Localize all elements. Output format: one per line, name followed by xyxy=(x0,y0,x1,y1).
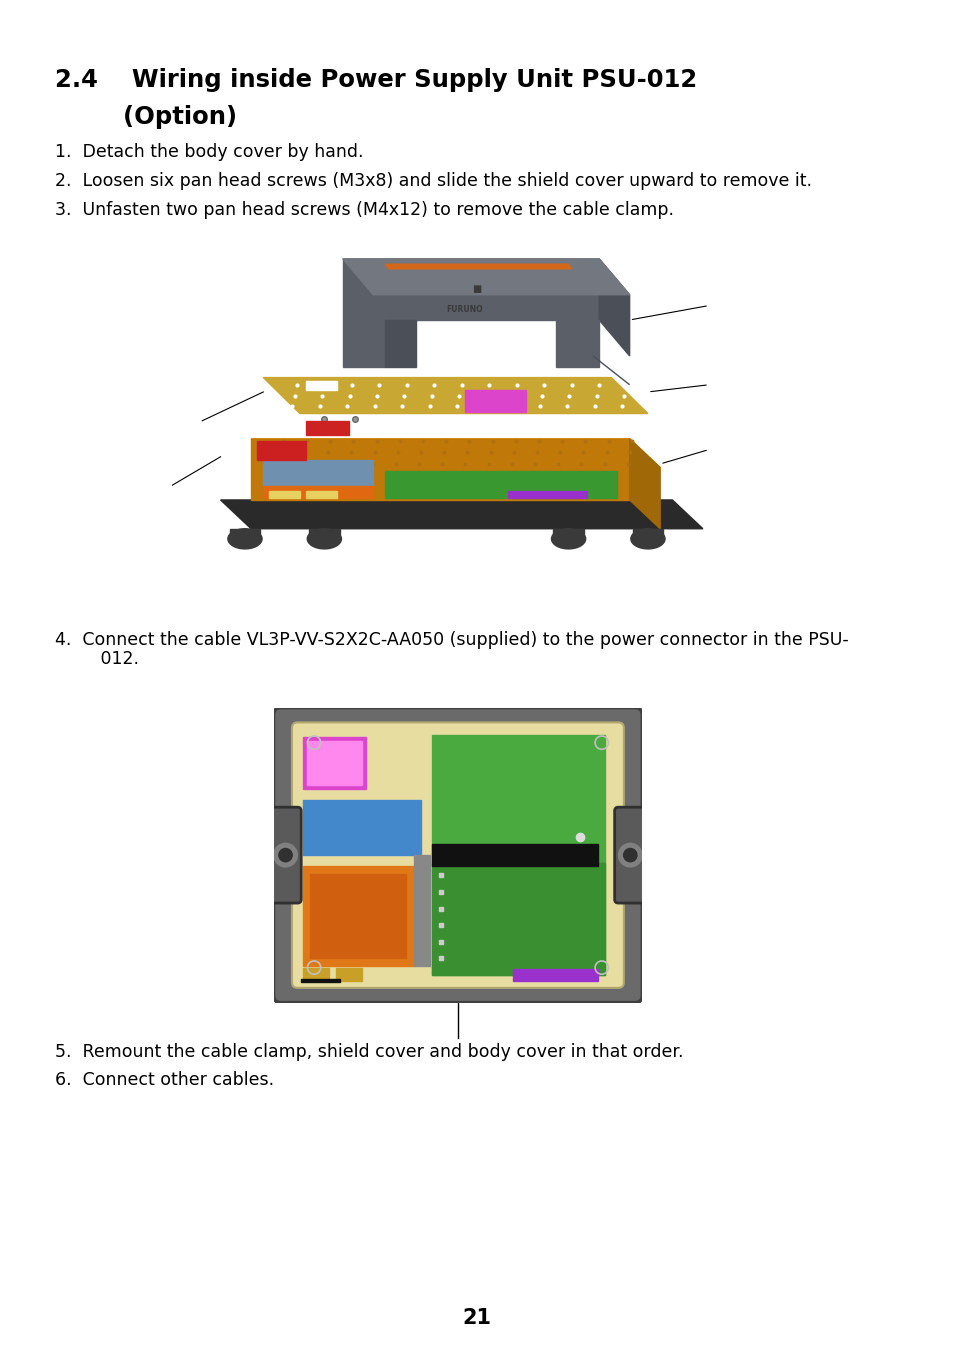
Polygon shape xyxy=(251,439,629,500)
Polygon shape xyxy=(464,390,525,412)
Circle shape xyxy=(551,529,585,549)
Text: 6.  Connect other cables.: 6. Connect other cables. xyxy=(55,1072,274,1089)
Text: (Option): (Option) xyxy=(55,105,237,128)
Polygon shape xyxy=(432,863,605,975)
Circle shape xyxy=(623,849,637,861)
Circle shape xyxy=(307,529,341,549)
Polygon shape xyxy=(303,737,365,788)
Polygon shape xyxy=(342,259,629,294)
Polygon shape xyxy=(385,265,571,269)
Polygon shape xyxy=(414,855,430,965)
Polygon shape xyxy=(306,381,336,390)
Polygon shape xyxy=(342,320,385,367)
Polygon shape xyxy=(432,844,598,867)
Polygon shape xyxy=(385,320,416,367)
Text: 21: 21 xyxy=(462,1308,491,1328)
Polygon shape xyxy=(269,491,299,498)
Text: ■: ■ xyxy=(472,285,481,294)
Text: 3.  Unfasten two pan head screws (M4x12) to remove the cable clamp.: 3. Unfasten two pan head screws (M4x12) … xyxy=(55,201,673,219)
Polygon shape xyxy=(385,471,617,498)
Circle shape xyxy=(278,849,292,861)
Polygon shape xyxy=(303,799,420,855)
Text: 5.  Remount the cable clamp, shield cover and body cover in that order.: 5. Remount the cable clamp, shield cover… xyxy=(55,1042,682,1061)
Polygon shape xyxy=(257,440,306,460)
Text: 2.  Loosen six pan head screws (M3x8) and slide the shield cover upward to remov: 2. Loosen six pan head screws (M3x8) and… xyxy=(55,171,811,190)
Polygon shape xyxy=(303,968,329,980)
Text: 4.  Connect the cable VL3P-VV-S2X2C-AA050 (supplied) to the power connector in t: 4. Connect the cable VL3P-VV-S2X2C-AA050… xyxy=(55,630,848,649)
Polygon shape xyxy=(598,259,629,356)
FancyBboxPatch shape xyxy=(614,807,645,903)
Polygon shape xyxy=(301,979,339,981)
Polygon shape xyxy=(593,356,629,385)
FancyBboxPatch shape xyxy=(274,707,641,1003)
Polygon shape xyxy=(306,491,336,498)
Circle shape xyxy=(274,844,297,867)
Text: FURUNO: FURUNO xyxy=(446,305,482,313)
Polygon shape xyxy=(556,320,598,367)
FancyBboxPatch shape xyxy=(270,807,301,903)
Polygon shape xyxy=(310,873,406,958)
Polygon shape xyxy=(553,529,583,535)
Polygon shape xyxy=(251,439,659,467)
Polygon shape xyxy=(632,529,662,535)
Polygon shape xyxy=(335,968,362,980)
Text: 2.4    Wiring inside Power Supply Unit PSU-012: 2.4 Wiring inside Power Supply Unit PSU-… xyxy=(55,68,697,92)
Text: 012.: 012. xyxy=(73,651,139,668)
Polygon shape xyxy=(629,439,659,529)
Circle shape xyxy=(618,844,641,867)
FancyBboxPatch shape xyxy=(292,722,623,988)
Polygon shape xyxy=(230,529,260,535)
Polygon shape xyxy=(263,486,373,498)
Polygon shape xyxy=(303,867,414,965)
Polygon shape xyxy=(309,529,339,535)
Polygon shape xyxy=(513,969,598,981)
Polygon shape xyxy=(306,421,349,435)
Circle shape xyxy=(630,529,664,549)
Polygon shape xyxy=(263,460,373,486)
Polygon shape xyxy=(263,378,647,413)
Polygon shape xyxy=(432,736,605,975)
Polygon shape xyxy=(342,259,598,320)
Circle shape xyxy=(228,529,262,549)
Text: 1.  Detach the body cover by hand.: 1. Detach the body cover by hand. xyxy=(55,143,363,161)
Polygon shape xyxy=(507,491,586,498)
Polygon shape xyxy=(307,741,362,786)
Polygon shape xyxy=(220,500,702,529)
